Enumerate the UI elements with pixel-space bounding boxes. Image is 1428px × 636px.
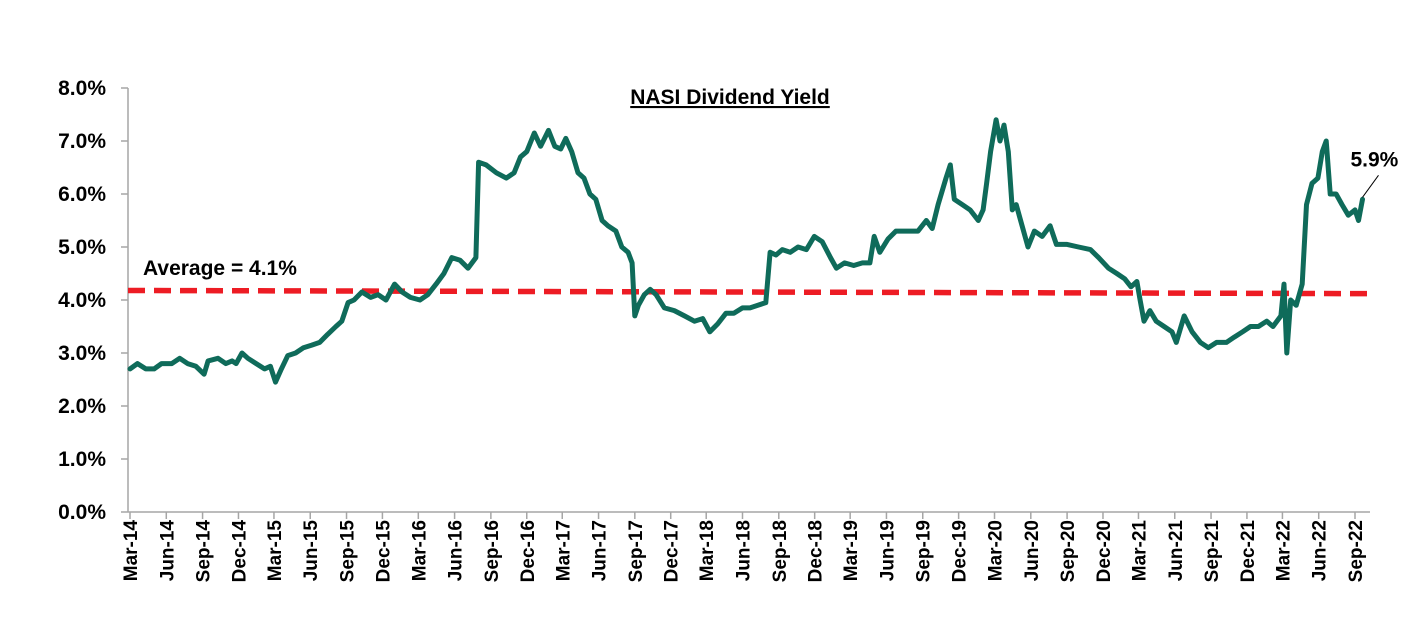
x-tick-label: Mar-22 <box>1273 520 1294 581</box>
x-tick-label: Dec-16 <box>518 520 539 582</box>
x-tick-label: Sep-16 <box>482 520 503 582</box>
x-tick-label: Mar-15 <box>265 520 286 582</box>
x-tick-label: Dec-14 <box>229 520 250 583</box>
series-line <box>127 117 1365 385</box>
x-tick-label: Jun-14 <box>157 520 178 582</box>
end-value-label: 5.9% <box>1350 148 1398 171</box>
x-tick-label: Sep-22 <box>1346 520 1367 582</box>
x-tick-label: Mar-17 <box>553 520 574 581</box>
x-tick-label: Mar-19 <box>841 520 862 581</box>
x-tick-label: Sep-15 <box>338 520 359 583</box>
y-axis: 0.0% 1.0% 2.0% 3.0% 4.0% 5.0% 6.0% 7.0% 8.0% <box>58 77 129 524</box>
x-tick-label: Dec-15 <box>373 520 394 583</box>
y-tick-label: 4.0% <box>58 289 106 312</box>
x-tick-label: Jun-17 <box>590 520 611 581</box>
x-tick-label: Dec-20 <box>1094 520 1115 582</box>
annotation-leader <box>1362 175 1379 198</box>
average-line <box>127 287 1371 297</box>
x-tick-label: Mar-18 <box>697 520 718 581</box>
y-tick-label: 0.0% <box>58 501 106 524</box>
x-tick-label: Dec-21 <box>1238 520 1259 583</box>
annotations: 5.9% <box>1350 148 1399 198</box>
reference-lines: Average = 4.1% <box>127 257 1371 297</box>
x-tick-label: Dec-19 <box>950 520 971 582</box>
x-tick-label: Jun-20 <box>1022 520 1043 581</box>
x-tick-label: Jun-16 <box>446 520 467 581</box>
y-tick-label: 1.0% <box>58 448 106 471</box>
y-tick-label: 6.0% <box>58 183 106 206</box>
y-tick-label: 8.0% <box>58 77 106 100</box>
y-tick-label: 5.0% <box>58 236 106 259</box>
y-tick-label: 7.0% <box>58 130 106 153</box>
x-tick-label: Sep-18 <box>770 520 791 582</box>
x-axis: Mar-14 Jun-14 Sep-14 Dec-14 Mar-15 Jun-15 Sep-… <box>121 511 1370 583</box>
chart-title: NASI Dividend Yield <box>630 86 830 109</box>
x-tick-label: Sep-17 <box>626 520 647 582</box>
x-tick-label: Sep-21 <box>1202 520 1223 583</box>
x-tick-label: Dec-18 <box>806 520 827 582</box>
x-tick-label: Mar-21 <box>1129 520 1150 582</box>
x-tick-label: Sep-14 <box>194 520 215 583</box>
x-tick-label: Mar-16 <box>409 520 430 581</box>
x-tick-label: Dec-17 <box>662 520 683 582</box>
y-tick-label: 2.0% <box>58 395 106 418</box>
x-tick-label: Sep-19 <box>914 520 935 582</box>
x-tick-label: Jun-18 <box>734 520 755 581</box>
y-tick-label: 3.0% <box>58 342 106 365</box>
x-tick-label: Jun-21 <box>1166 520 1187 582</box>
x-tick-label: Jun-22 <box>1310 520 1331 581</box>
series-lines <box>127 117 1365 385</box>
average-label: Average = 4.1% <box>143 257 297 280</box>
x-tick-label: Mar-20 <box>986 520 1007 581</box>
x-tick-label: Jun-19 <box>877 520 898 581</box>
x-tick-label: Jun-15 <box>301 520 322 582</box>
x-tick-label: Sep-20 <box>1058 520 1079 582</box>
x-tick-label: Mar-14 <box>121 520 142 582</box>
